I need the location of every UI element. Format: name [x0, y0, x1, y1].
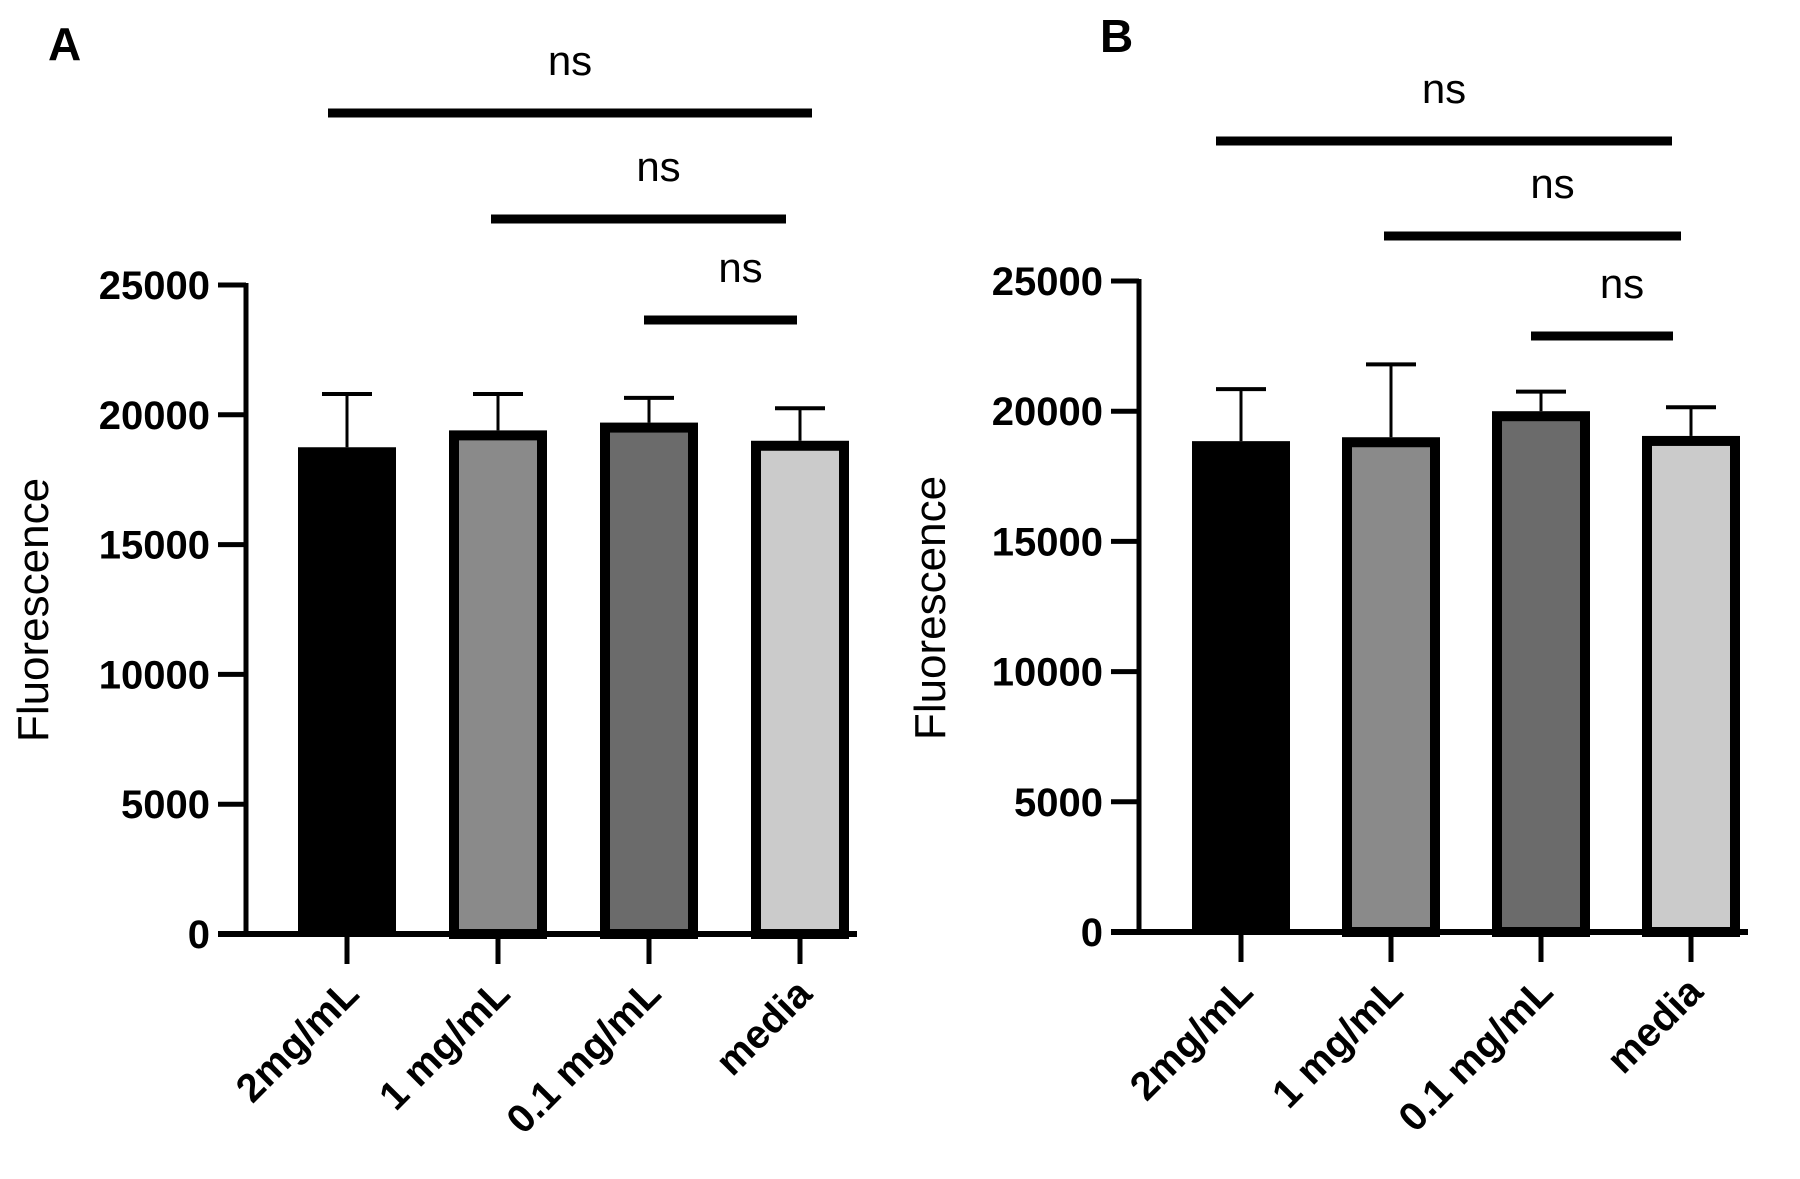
y-tick-label: 25000 — [99, 264, 210, 308]
panel-b: B Fluorescence 0 5000 10000 15000 20000 25000… — [906, 10, 1748, 1140]
y-tick-label: 15000 — [99, 524, 210, 568]
x-tick-label: media — [708, 971, 821, 1084]
y-tick-label: 5000 — [121, 783, 210, 827]
bar — [1192, 441, 1290, 932]
bar — [751, 440, 849, 939]
x-tick-label: 2mg/mL — [228, 971, 368, 1111]
y-axis-title: Fluorescence — [9, 478, 58, 742]
significance-label: ns — [1600, 260, 1644, 307]
significance-label: ns — [1422, 65, 1466, 112]
panel-letter: A — [48, 18, 81, 70]
panel-a: A Fluorescence 0 5000 10000 15000 20000 25000… — [9, 18, 857, 1142]
bar — [1642, 435, 1740, 937]
y-tick-label: 10000 — [99, 653, 210, 697]
x-tick-label: 2mg/mL — [1122, 969, 1262, 1109]
y-tick-label: 5000 — [1014, 781, 1103, 825]
bar — [600, 422, 698, 939]
significance-label: ns — [548, 37, 592, 84]
x-tick-label: media — [1599, 969, 1712, 1082]
y-tick-label: 20000 — [992, 390, 1103, 434]
significance-label: ns — [718, 244, 762, 291]
x-tick-label: 0.1 mg/mL — [1390, 969, 1561, 1140]
significance-label: ns — [636, 143, 680, 190]
x-tick-label: 0.1 mg/mL — [498, 971, 669, 1142]
significance-label: ns — [1530, 160, 1574, 207]
bar — [1342, 437, 1440, 937]
y-tick-label: 20000 — [99, 394, 210, 438]
y-tick-label: 0 — [188, 913, 210, 957]
y-tick-label: 15000 — [992, 520, 1103, 564]
y-tick-label: 10000 — [992, 651, 1103, 695]
bar — [449, 430, 547, 939]
panel-letter: B — [1100, 10, 1133, 62]
y-axis-title: Fluorescence — [906, 476, 955, 740]
bar — [298, 447, 396, 934]
y-tick-label: 25000 — [992, 260, 1103, 304]
x-tick-label: 1 mg/mL — [1264, 969, 1411, 1116]
bar — [1492, 411, 1590, 937]
y-tick-label: 0 — [1081, 911, 1103, 955]
x-tick-label: 1 mg/mL — [371, 971, 518, 1118]
